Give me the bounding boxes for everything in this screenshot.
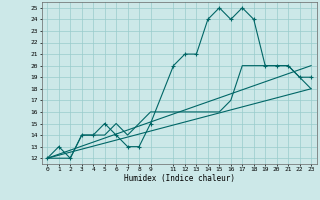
X-axis label: Humidex (Indice chaleur): Humidex (Indice chaleur)	[124, 174, 235, 183]
